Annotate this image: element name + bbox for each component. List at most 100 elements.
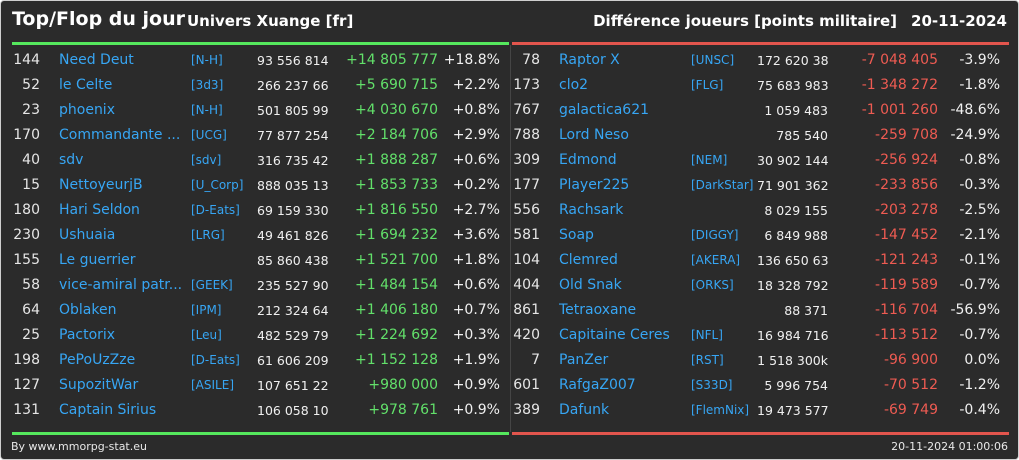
player-name-link[interactable]: Old Snak	[559, 277, 622, 293]
player-name-link[interactable]: Soap	[559, 227, 594, 243]
player-name-link[interactable]: PanZer	[559, 352, 609, 368]
percent-change: +2.9%	[452, 127, 500, 143]
player-name-link[interactable]: Tetraoxane	[559, 302, 637, 318]
alliance-tag-link[interactable]: [D-Eats]	[191, 203, 240, 217]
player-name-link[interactable]: Captain Sirius	[59, 402, 157, 418]
player-rank: 144	[13, 52, 40, 68]
list-item: 7 PanZer [RST] 1 518 300k -96 900 0.0%	[512, 348, 1009, 373]
list-item: 58 vice-amiral patr... [GEEK] 235 527 907 +1…	[12, 273, 509, 298]
player-name-link[interactable]: NettoyeurjB	[59, 177, 143, 193]
list-item: 404 Old Snak [ORKS] 18 328 792 -119 589 -0.7%	[512, 273, 1009, 298]
player-name-link[interactable]: PePoUzZze	[59, 352, 136, 368]
player-rank: 170	[13, 127, 40, 143]
percent-change: +1.8%	[452, 252, 500, 268]
points-difference: -119 589	[875, 277, 938, 293]
points-difference: +1 521 700	[355, 252, 438, 268]
alliance-tag-link[interactable]: [DarkStar]	[691, 178, 754, 192]
player-rank: 40	[22, 152, 40, 168]
list-item: 788 Lord Neso 785 540 -259 708 -24.9%	[512, 123, 1009, 148]
alliance-tag-link[interactable]: [3d3]	[191, 78, 224, 92]
player-rank: 15	[22, 177, 40, 193]
alliance-tag-link[interactable]: [NEM]	[691, 153, 728, 167]
date-label: 20-11-2024	[911, 12, 1007, 30]
player-name-link[interactable]: Need Deut	[59, 52, 134, 68]
player-points: 482 529 794	[257, 328, 328, 343]
points-difference: -1 348 272	[861, 77, 938, 93]
metric-label: Différence joueurs [points militaire]	[593, 12, 898, 30]
player-name-link[interactable]: Hari Seldon	[59, 202, 140, 218]
alliance-tag-link[interactable]: [sdv]	[191, 153, 222, 167]
player-name-link[interactable]: vice-amiral patr...	[59, 277, 183, 293]
alliance-tag-link[interactable]: [IPM]	[191, 303, 222, 317]
alliance-tag-link[interactable]: [ASILE]	[191, 378, 234, 392]
list-item: 131 Captain Sirius 106 058 104 +978 761 +0.9…	[12, 398, 509, 423]
player-rank: 127	[13, 377, 40, 393]
player-rank: 788	[513, 127, 540, 143]
column-separator	[510, 45, 511, 432]
player-name-link[interactable]: clo2	[559, 77, 589, 93]
player-name-link[interactable]: Edmond	[559, 152, 617, 168]
alliance-tag-link[interactable]: [UNSC]	[691, 53, 735, 67]
alliance-tag-link[interactable]: [S33D]	[691, 378, 733, 392]
list-item: 127 SupozitWar [ASILE] 107 651 229 +980 000 +…	[12, 373, 509, 398]
player-rank: 58	[22, 277, 40, 293]
player-rank: 52	[22, 77, 40, 93]
player-name-link[interactable]: galactica621	[559, 102, 650, 118]
player-name-link[interactable]: le Celte	[59, 77, 113, 93]
list-item: 309 Edmond [NEM] 30 902 144 -256 924 -0.8%	[512, 148, 1009, 173]
player-name-link[interactable]: Ushuaia	[59, 227, 116, 243]
alliance-tag-link[interactable]: [GEEK]	[191, 278, 233, 292]
player-rank: 25	[22, 327, 40, 343]
player-name-link[interactable]: Le guerrier	[59, 252, 136, 268]
player-name-link[interactable]: Capitaine Ceres	[559, 327, 670, 343]
page-title: Top/Flop du jour	[12, 8, 185, 30]
alliance-tag-link[interactable]: [DIGGY]	[691, 228, 739, 242]
alliance-tag-link[interactable]: [RST]	[691, 353, 724, 367]
alliance-tag-link[interactable]: [N-H]	[191, 53, 223, 67]
points-difference: -70 512	[883, 377, 938, 393]
percent-change: +3.6%	[452, 227, 500, 243]
alliance-tag-link[interactable]: [Leu]	[191, 328, 222, 342]
percent-change: -0.3%	[959, 177, 1000, 193]
alliance-tag-link[interactable]: [UCG]	[191, 128, 227, 142]
flop-divider	[512, 42, 1009, 45]
alliance-tag-link[interactable]: [FLG]	[691, 78, 724, 92]
alliance-tag-link[interactable]: [N-H]	[191, 103, 223, 117]
player-points: 212 324 641	[257, 303, 328, 318]
player-name-link[interactable]: Pactorix	[59, 327, 116, 343]
alliance-tag-link[interactable]: [D-Eats]	[191, 353, 240, 367]
player-name-link[interactable]: Commandante ...	[59, 127, 181, 143]
player-name-link[interactable]: Player225	[559, 177, 630, 193]
alliance-tag-link[interactable]: [NFL]	[691, 328, 723, 342]
points-difference: -233 856	[875, 177, 938, 193]
player-points: 18 328 792	[757, 278, 828, 293]
percent-change: -48.6%	[950, 102, 1000, 118]
player-name-link[interactable]: SupozitWar	[59, 377, 139, 393]
alliance-tag-link[interactable]: [LRG]	[191, 228, 225, 242]
alliance-tag-link[interactable]: [ORKS]	[691, 278, 734, 292]
player-name-link[interactable]: Dafunk	[559, 402, 610, 418]
player-name-link[interactable]: Clemred	[559, 252, 618, 268]
percent-change: +0.7%	[452, 302, 500, 318]
universe-label: Univers Xuange [fr]	[187, 12, 354, 30]
player-points: 69 159 330	[257, 203, 328, 218]
player-name-link[interactable]: Lord Neso	[559, 127, 629, 143]
player-name-link[interactable]: Oblaken	[59, 302, 117, 318]
list-item: 556 Rachsark 8 029 155 -203 278 -2.5%	[512, 198, 1009, 223]
player-points: 75 683 983	[757, 78, 828, 93]
player-name-link[interactable]: sdv	[59, 152, 84, 168]
list-item: 40 sdv [sdv] 316 735 425 +1 888 287 +0.6%	[12, 148, 509, 173]
alliance-tag-link[interactable]: [FlemNix]	[691, 403, 750, 417]
player-name-link[interactable]: Raptor X	[559, 52, 620, 68]
alliance-tag-link[interactable]: [AKERA]	[691, 253, 741, 267]
player-name-link[interactable]: Rachsark	[559, 202, 624, 218]
player-name-link[interactable]: RafgaZ007	[559, 377, 636, 393]
player-points: 107 651 229	[257, 378, 328, 393]
player-points: 316 735 425	[257, 153, 328, 168]
player-rank: 180	[13, 202, 40, 218]
points-difference: -256 924	[875, 152, 938, 168]
player-points: 8 029 155	[764, 203, 828, 218]
alliance-tag-link[interactable]: [U_Corp]	[191, 178, 244, 192]
points-difference: -116 704	[875, 302, 938, 318]
player-name-link[interactable]: phoenix	[59, 102, 115, 118]
